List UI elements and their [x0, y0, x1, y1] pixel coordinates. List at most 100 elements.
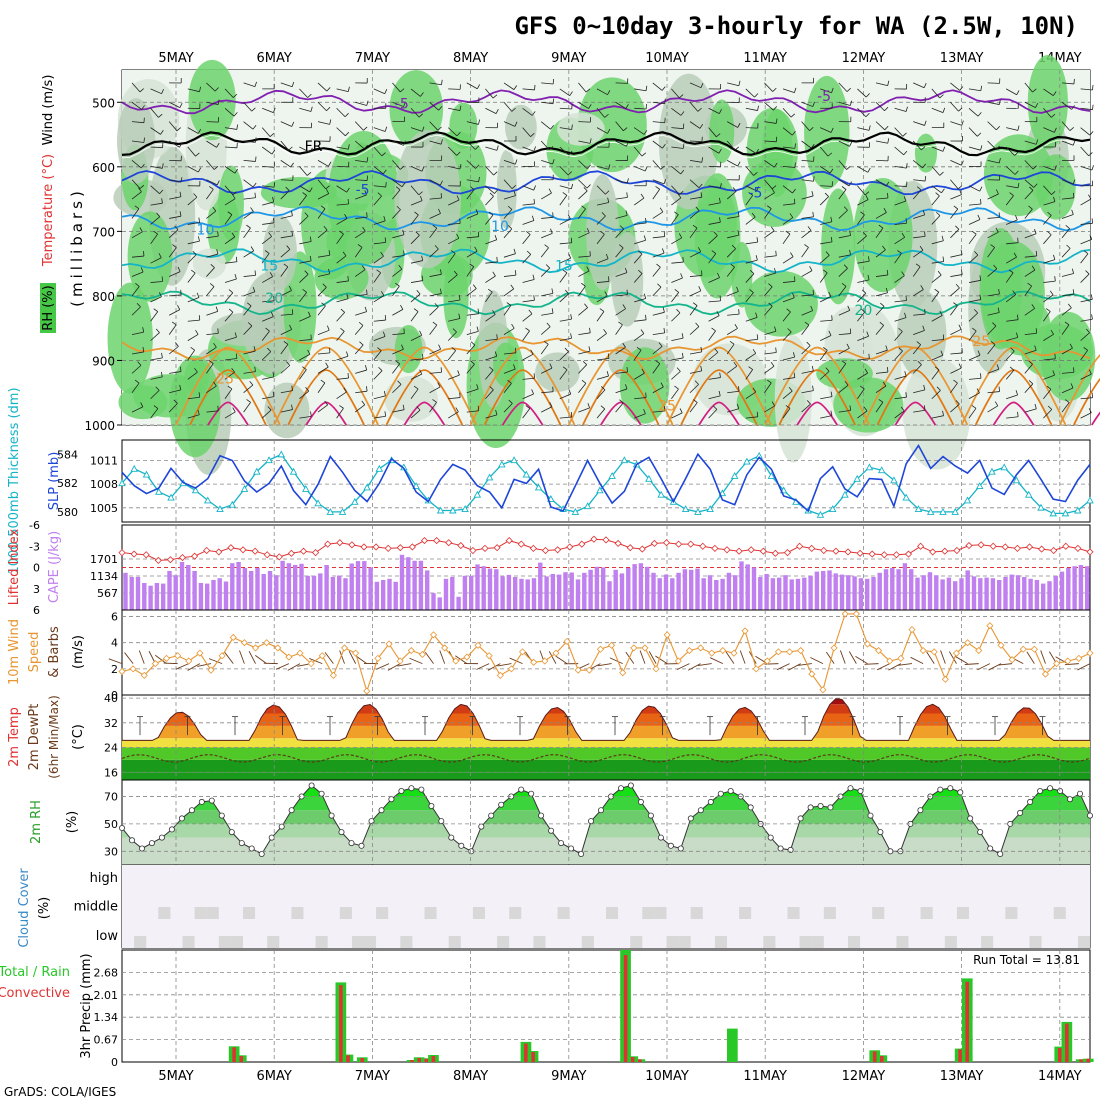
wind-barb	[503, 368, 516, 374]
thickness-point	[596, 486, 604, 494]
wind-barb	[782, 108, 792, 118]
thickness-point	[1086, 496, 1094, 504]
wind-barb	[1043, 108, 1052, 118]
wind-barb-flag	[492, 310, 496, 315]
wind-barb	[392, 160, 401, 170]
wind-barb	[410, 293, 421, 303]
wind-barb-flag	[403, 250, 405, 256]
wind-barb	[485, 239, 497, 245]
wind-barb	[466, 344, 476, 355]
lifted-index-point	[820, 546, 828, 555]
cape-bar	[1085, 566, 1090, 610]
wind-barb-flag	[883, 207, 887, 213]
cape-bar	[751, 567, 757, 610]
wind-barb-flag	[849, 405, 852, 411]
cape-bar	[230, 563, 235, 610]
wind-barb	[652, 211, 664, 219]
wind-speed-point	[964, 639, 972, 647]
wind-barb-flag	[197, 167, 202, 173]
wind-barb	[578, 364, 588, 374]
wind-barb-flag	[286, 245, 291, 250]
cape-bar	[733, 575, 738, 610]
ylabel-temp-unit: (°C)	[71, 724, 86, 750]
wind-barb	[634, 298, 646, 303]
cape-bar	[412, 560, 417, 610]
cape-bar	[563, 572, 568, 610]
wind-barb	[522, 299, 535, 303]
wind-speed-point	[151, 660, 159, 668]
wind-barb-flag	[604, 291, 608, 297]
thickness-point	[1037, 503, 1045, 511]
rh-point	[318, 790, 325, 797]
wind-barb-flag	[290, 162, 294, 168]
lifted-index-point	[723, 546, 731, 554]
wind-barb-flag	[748, 192, 753, 196]
cape-bar	[280, 560, 285, 610]
wind-barb-flag	[958, 324, 962, 330]
wind-speed-point	[663, 631, 671, 639]
lifted-index-point	[445, 539, 453, 547]
wind-barb	[726, 343, 735, 355]
wind-barb-flag	[897, 250, 902, 254]
wind-barb-flag	[1088, 194, 1092, 200]
wind-barb-flag	[568, 150, 573, 156]
cloud-gap	[364, 936, 377, 948]
wind-barb-flag	[1027, 282, 1032, 287]
contour-label: -5	[817, 89, 831, 105]
wind-barb-flag	[246, 302, 252, 307]
wind-barb-flag	[775, 118, 778, 124]
wind-barb	[1006, 219, 1018, 225]
contour-label: 20	[265, 291, 283, 307]
cape-tick-label: 1701	[90, 553, 118, 566]
wind-barb-flag	[790, 113, 796, 118]
wind-barb	[838, 347, 850, 355]
surface-temp-contour	[764, 346, 871, 426]
wind-barb	[1061, 121, 1071, 131]
wind-barb	[317, 254, 330, 258]
rh-shade-blob	[218, 165, 244, 242]
cape-bar	[827, 570, 832, 610]
wind-barb-flag	[345, 131, 350, 137]
wind-barb	[280, 344, 289, 355]
wind-barb-flag	[755, 148, 759, 154]
wind-barb	[280, 390, 293, 394]
wind-barb	[727, 408, 739, 413]
wind-barb	[299, 353, 311, 361]
wind-barb	[708, 395, 721, 400]
wind-barb-flag	[1029, 186, 1034, 191]
wind-barb-flag	[770, 361, 775, 367]
wind-barb-flag	[322, 283, 327, 288]
date-label-top: 9MAY	[551, 51, 586, 66]
wind-barb	[727, 291, 739, 297]
rh-band-fill	[122, 823, 1090, 838]
wind-barb-flag	[601, 212, 606, 217]
wind-barb-flag	[902, 132, 907, 137]
wind-barb	[224, 127, 237, 130]
wind-barb	[820, 396, 833, 400]
thickness-point	[841, 490, 849, 498]
wind-barb-flag	[998, 99, 1001, 105]
cloud-gap	[206, 907, 219, 919]
wind-barb-flag	[304, 270, 309, 275]
wind-barb	[410, 334, 422, 341]
wind-barb	[224, 411, 236, 419]
lifted-index-point	[227, 544, 235, 552]
wind-barb	[1005, 272, 1014, 283]
wind-barb-flag	[1091, 165, 1094, 171]
wind-barb	[522, 220, 535, 225]
rh-point	[857, 788, 864, 795]
wind-barb-flag	[1047, 211, 1052, 216]
contour-label: 20	[854, 303, 872, 319]
wind-barb	[634, 319, 647, 322]
thickness-point	[902, 493, 910, 501]
wind-barb	[299, 88, 308, 98]
wind-barb-10m	[739, 650, 746, 664]
wind-barb-10m	[676, 663, 690, 671]
wind-barb	[968, 146, 981, 151]
temp-outline	[122, 698, 1090, 741]
wind-barb-flag	[384, 411, 387, 417]
cloud-gap	[630, 936, 643, 948]
wind-barb	[131, 82, 141, 93]
wind-barb	[466, 82, 478, 90]
wind-speed-point	[886, 657, 894, 665]
